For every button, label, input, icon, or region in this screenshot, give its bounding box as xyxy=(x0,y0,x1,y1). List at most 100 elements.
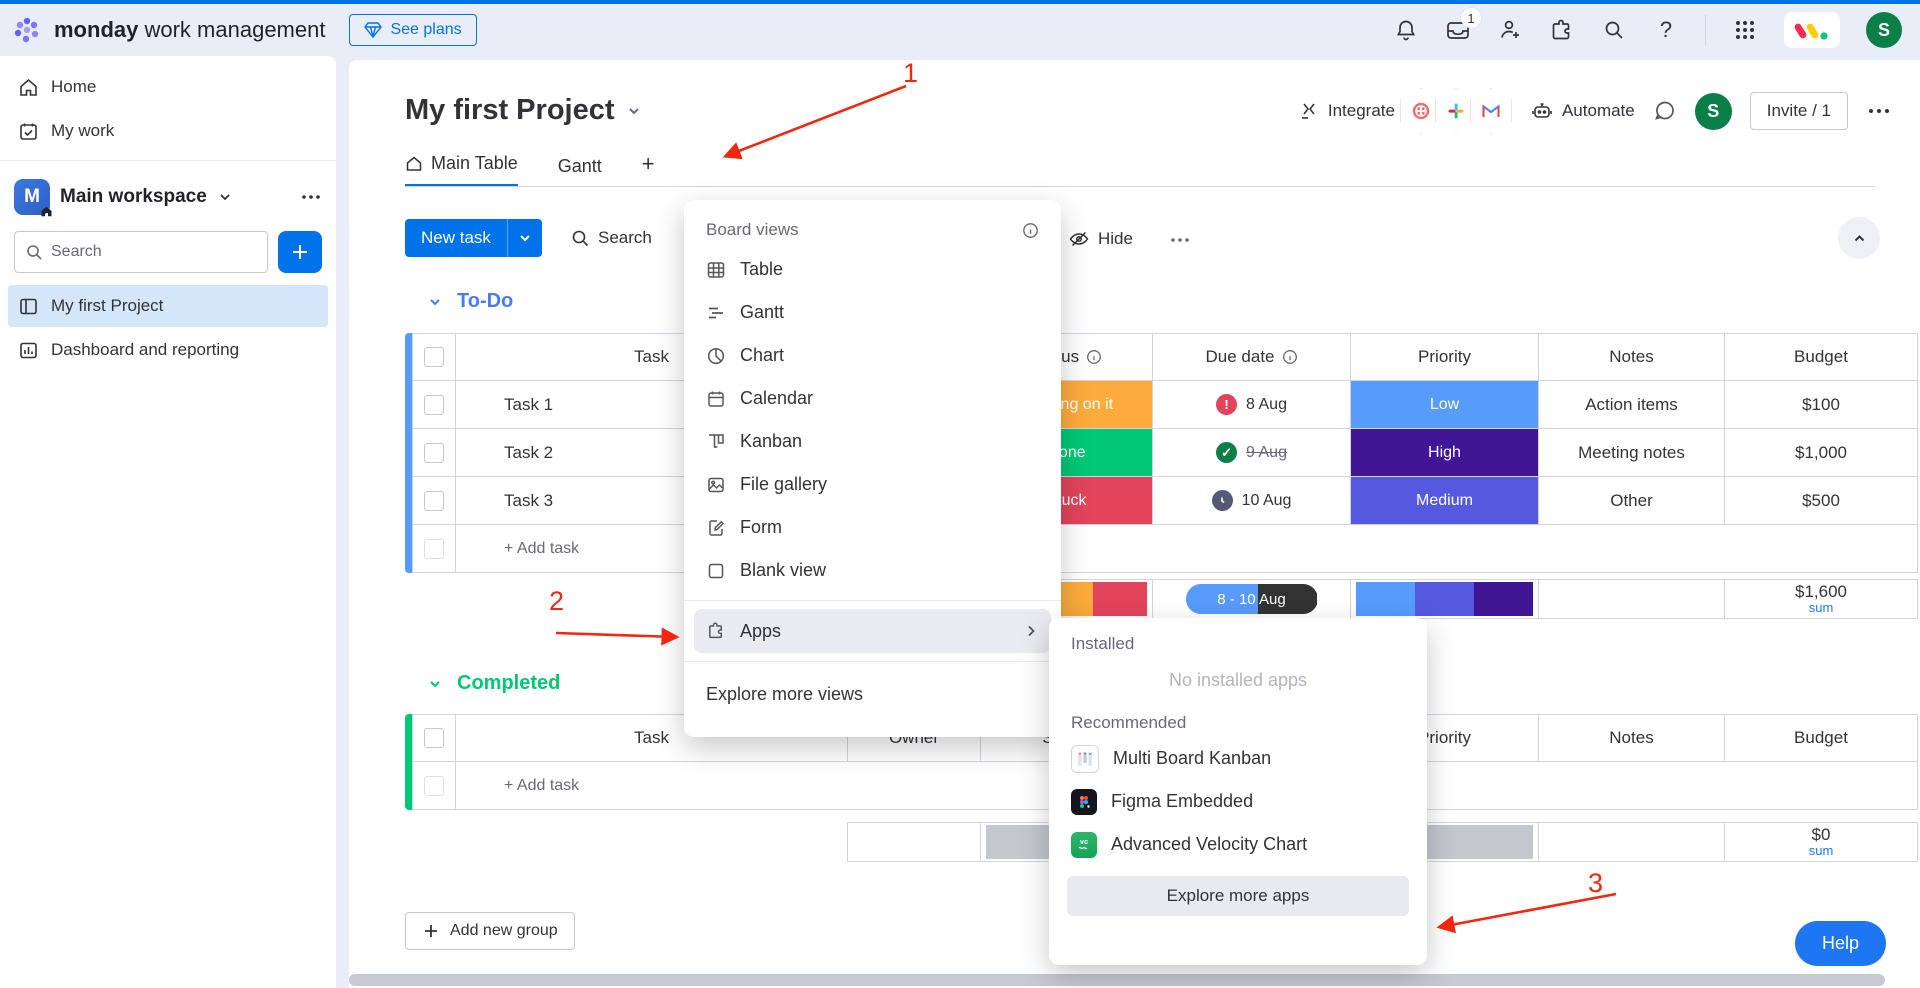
menu-item-label: Kanban xyxy=(740,431,803,451)
chat-updates-icon[interactable] xyxy=(1653,99,1677,123)
menu-item-label: File gallery xyxy=(740,474,828,494)
inbox-icon[interactable]: 1 xyxy=(1445,8,1481,43)
search-icon[interactable] xyxy=(1601,17,1627,43)
board-views-header: Board views xyxy=(684,200,1061,248)
summary-budget-cell[interactable]: $0 sum xyxy=(1724,822,1918,862)
automate-button[interactable]: Automate xyxy=(1530,100,1635,122)
invite-members-icon[interactable] xyxy=(1497,17,1523,43)
add-new-group-button[interactable]: Add new group xyxy=(405,912,575,950)
row-checkbox xyxy=(412,525,455,573)
help-button[interactable]: Help xyxy=(1795,921,1886,966)
apps-marketplace-icon[interactable] xyxy=(1549,17,1575,43)
priority-cell[interactable]: High xyxy=(1350,429,1538,477)
budget-cell[interactable]: $100 xyxy=(1724,381,1918,429)
menu-item-gantt[interactable]: Gantt xyxy=(684,291,1061,334)
sidebar-search-placeholder: Search xyxy=(51,243,102,260)
help-question-icon[interactable]: ? xyxy=(1659,17,1673,42)
group-title-todo[interactable]: To-Do xyxy=(427,290,513,313)
table-row: Task 1 Working on it ! 8 Aug Low Action i… xyxy=(412,381,1918,429)
priority-cell[interactable]: Low xyxy=(1350,381,1538,429)
menu-item-file-gallery[interactable]: File gallery xyxy=(684,463,1061,506)
app-item-figma-embedded[interactable]: Figma Embedded xyxy=(1049,780,1427,823)
notifications-bell-icon[interactable] xyxy=(1393,17,1419,43)
menu-item-kanban[interactable]: Kanban xyxy=(684,420,1061,463)
summary-due-date-cell[interactable]: 8 - 10 Aug xyxy=(1152,579,1350,619)
column-header-notes[interactable]: Notes xyxy=(1538,714,1724,762)
menu-item-chart[interactable]: Chart xyxy=(684,334,1061,377)
column-header-budget[interactable]: Budget xyxy=(1724,714,1918,762)
notes-cell[interactable]: Action items xyxy=(1538,381,1724,429)
budget-sum-value: $1,600 xyxy=(1795,581,1847,601)
group-title-completed[interactable]: Completed xyxy=(427,672,560,695)
sidebar-item-my-work[interactable]: My work xyxy=(8,110,328,152)
board-title[interactable]: My first Project xyxy=(405,94,643,127)
add-task-button[interactable]: + Add task xyxy=(455,525,1918,573)
tab-gantt[interactable]: Gantt xyxy=(558,156,602,187)
menu-item-form[interactable]: Form xyxy=(684,506,1061,549)
menu-item-apps[interactable]: Apps xyxy=(694,609,1051,653)
integrate-icon xyxy=(1301,103,1315,119)
chevron-right-icon xyxy=(1028,625,1035,637)
menu-item-calendar[interactable]: Calendar xyxy=(684,377,1061,420)
column-header-priority[interactable]: Priority xyxy=(1350,333,1538,381)
toolbar-more-options-icon[interactable] xyxy=(1168,232,1192,248)
monday-app-chip[interactable] xyxy=(1784,12,1840,48)
topbar-divider xyxy=(1705,15,1706,45)
sidebar-item-home[interactable]: Home xyxy=(8,66,328,108)
invite-button[interactable]: Invite / 1 xyxy=(1749,92,1848,130)
summary-priority-cell[interactable] xyxy=(1350,579,1538,619)
row-checkbox[interactable] xyxy=(412,429,455,477)
select-all-checkbox[interactable] xyxy=(412,714,455,762)
menu-item-blank-view[interactable]: Blank view xyxy=(684,549,1061,592)
horizontal-scrollbar[interactable] xyxy=(349,974,1885,986)
budget-cell[interactable]: $1,000 xyxy=(1724,429,1918,477)
row-checkbox[interactable] xyxy=(412,477,455,525)
chevron-down-icon xyxy=(220,194,230,201)
column-header-budget[interactable]: Budget xyxy=(1724,333,1918,381)
monday-logo[interactable]: monday work management xyxy=(14,15,325,45)
sidebar-search-input[interactable]: Search xyxy=(14,231,268,273)
notes-cell[interactable]: Meeting notes xyxy=(1538,429,1724,477)
notes-cell[interactable]: Other xyxy=(1538,477,1724,525)
new-task-dropdown[interactable] xyxy=(506,219,542,257)
info-icon[interactable] xyxy=(1022,222,1039,239)
sidebar-item-my-first-project[interactable]: My first Project xyxy=(8,285,328,327)
column-header-due-date[interactable]: Due date xyxy=(1152,333,1350,381)
app-item-advanced-velocity-chart[interactable]: vc Advanced Velocity Chart xyxy=(1049,823,1427,866)
integrate-button[interactable]: Integrate xyxy=(1298,100,1395,122)
group-collapse-icon[interactable] xyxy=(427,294,443,310)
budget-cell[interactable]: $500 xyxy=(1724,477,1918,525)
row-checkbox[interactable] xyxy=(412,381,455,429)
user-avatar[interactable]: S xyxy=(1866,12,1902,48)
board-options-icon[interactable] xyxy=(1866,102,1892,120)
product-switcher-grid-icon[interactable] xyxy=(1732,17,1758,43)
board-owner-avatar[interactable]: S xyxy=(1694,92,1732,130)
tab-main-table[interactable]: Main Table xyxy=(405,153,518,187)
summary-budget-cell[interactable]: $1,600 sum xyxy=(1724,579,1918,619)
workspace-switcher[interactable]: M Main workspace xyxy=(0,169,336,221)
explore-more-apps-button[interactable]: Explore more apps xyxy=(1067,876,1409,916)
due-date-cell[interactable]: ✓ 9 Aug xyxy=(1152,429,1350,477)
select-all-checkbox[interactable] xyxy=(412,333,455,381)
group-color-bar xyxy=(405,714,412,810)
board-search-button[interactable]: Search xyxy=(570,228,652,248)
column-header-notes[interactable]: Notes xyxy=(1538,333,1724,381)
group-collapse-icon[interactable] xyxy=(427,676,443,692)
workspace-options-icon[interactable] xyxy=(300,189,322,205)
hide-columns-button[interactable]: Hide xyxy=(1068,228,1133,250)
explore-more-views-button[interactable]: Explore more views xyxy=(706,684,864,704)
board-icon xyxy=(20,298,37,314)
priority-cell[interactable]: Medium xyxy=(1350,477,1538,525)
app-item-multi-board-kanban[interactable]: Multi Board Kanban xyxy=(1049,737,1427,780)
due-date-cell[interactable]: 10 Aug xyxy=(1152,477,1350,525)
collapse-header-button[interactable] xyxy=(1838,217,1880,259)
due-date-cell[interactable]: ! 8 Aug xyxy=(1152,381,1350,429)
new-task-button[interactable]: New task xyxy=(405,219,542,257)
menu-item-table[interactable]: Table xyxy=(684,248,1061,291)
budget-sum-value: $0 xyxy=(1811,824,1831,844)
add-view-button[interactable]: + xyxy=(641,151,655,176)
see-plans-button[interactable]: See plans xyxy=(349,14,477,46)
sidebar-item-dashboard-and-reporting[interactable]: Dashboard and reporting xyxy=(8,329,328,371)
board-search-label: Search xyxy=(598,228,652,247)
add-board-button[interactable] xyxy=(278,231,322,273)
